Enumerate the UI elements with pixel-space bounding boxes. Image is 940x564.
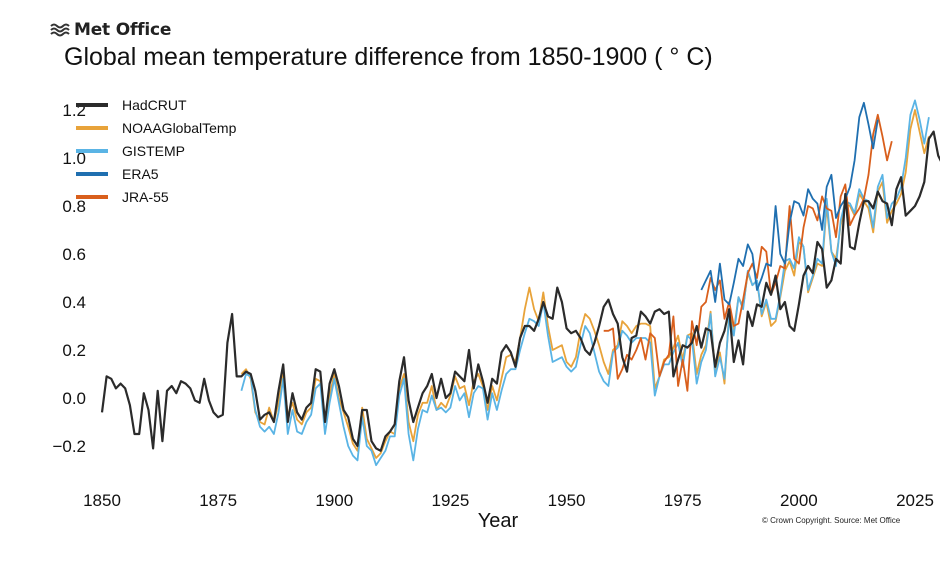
x-tick-label: 1925 <box>432 491 470 510</box>
y-tick-label: 1.0 <box>62 149 86 168</box>
x-tick-label: 2025 <box>896 491 934 510</box>
met-office-wave-icon <box>50 23 70 37</box>
x-tick-label: 1875 <box>199 491 237 510</box>
y-tick-label: 0.8 <box>62 197 86 216</box>
logo-text: Met Office <box>74 20 172 40</box>
series-line-era5 <box>700 101 879 306</box>
y-tick-label: 0.4 <box>62 293 86 312</box>
x-tick-label: 2000 <box>780 491 818 510</box>
y-tick-label: −0.2 <box>52 437 86 456</box>
copyright-text: © Crown Copyright. Source: Met Office <box>762 516 901 525</box>
legend-label: JRA-55 <box>122 189 169 205</box>
legend-label: HadCRUT <box>122 97 187 113</box>
x-tick-label: 1975 <box>664 491 702 510</box>
x-tick-label: 1950 <box>548 491 586 510</box>
series-line-jra-55 <box>603 113 893 392</box>
series-line-hadcrut <box>100 130 940 452</box>
y-tick-label: 0.0 <box>62 389 86 408</box>
x-axis-label: Year <box>478 510 519 532</box>
y-tick-label: 0.2 <box>62 341 86 360</box>
chart-title: Global mean temperature difference from … <box>64 43 713 71</box>
legend-label: GISTEMP <box>122 143 185 159</box>
x-tick-label: 1850 <box>83 491 121 510</box>
legend-label: NOAAGlobalTemp <box>122 120 237 136</box>
legend-label: ERA5 <box>122 166 159 182</box>
x-tick-label: 1900 <box>315 491 353 510</box>
met-office-logo: Met Office <box>50 20 171 40</box>
y-tick-label: 0.6 <box>62 245 86 264</box>
